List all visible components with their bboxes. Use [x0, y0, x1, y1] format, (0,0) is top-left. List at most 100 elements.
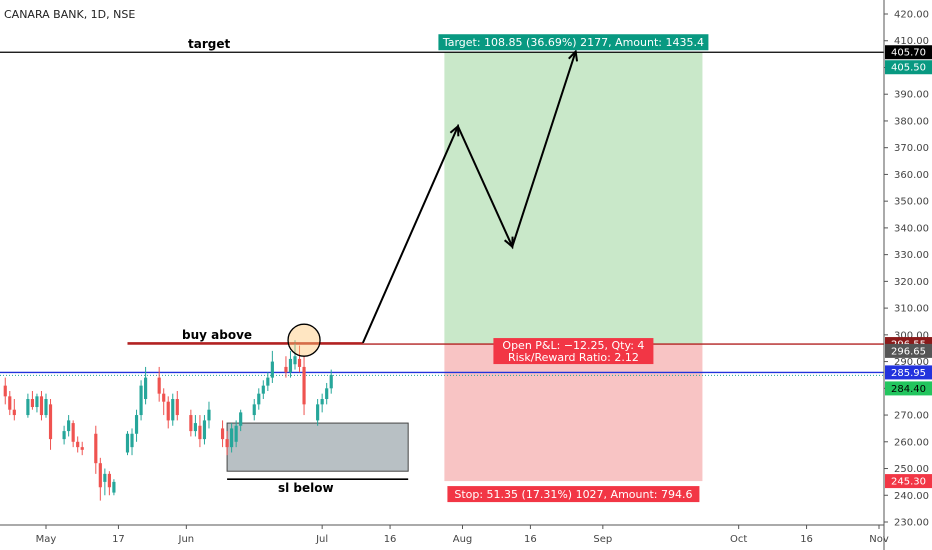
price-tick-label: 420.00 — [894, 10, 929, 21]
candle — [239, 409, 243, 432]
candle-body — [198, 425, 202, 440]
candle-body — [12, 409, 16, 416]
chart-title: CANARA BANK, 1D, NSE — [4, 8, 135, 21]
candlesticks — [3, 340, 333, 501]
candle — [67, 415, 71, 437]
sl-box — [226, 422, 409, 472]
candle-body — [320, 399, 324, 405]
price-tick-label: 340.00 — [894, 223, 929, 234]
candle — [316, 399, 320, 426]
blue-price-tag: 285.95 — [885, 365, 932, 380]
price-tick-label: 380.00 — [894, 116, 929, 127]
candle-body — [252, 404, 256, 416]
candle — [3, 377, 7, 405]
candle-body — [207, 409, 211, 421]
candle — [44, 393, 48, 418]
candle — [189, 409, 193, 437]
candle — [329, 369, 333, 394]
candle — [252, 399, 256, 421]
price-tick-label: 410.00 — [894, 36, 929, 47]
candle — [130, 428, 134, 456]
open-pl-bg — [493, 338, 654, 365]
stop-price-tag-bg — [885, 474, 932, 489]
position-labels: Target: 108.85 (36.69%) 2177, Amount: 14… — [438, 34, 709, 503]
time-tick-label: Aug — [453, 534, 473, 545]
candle-body — [329, 374, 333, 389]
candle — [35, 393, 39, 413]
stop-price-tag: 245.30 — [885, 474, 932, 489]
price-tick-label: 390.00 — [894, 90, 929, 101]
target-info-label-text: Target: 108.85 (36.69%) 2177, Amount: 14… — [442, 36, 704, 49]
candle — [302, 356, 306, 416]
price-tick-label: 250.00 — [894, 464, 929, 475]
candle-body — [98, 463, 102, 488]
position-zones — [226, 52, 703, 482]
candle — [257, 388, 261, 410]
candle-body — [94, 433, 98, 464]
candle-body — [157, 377, 161, 394]
candle — [80, 441, 84, 456]
candle — [71, 420, 75, 448]
price-tick-label: 350.00 — [894, 197, 929, 208]
current-price-tag-bg — [885, 381, 932, 396]
candle-body — [125, 433, 130, 453]
candle — [62, 425, 66, 445]
target-price-tag-bg — [885, 45, 932, 60]
candle-body — [107, 473, 111, 488]
candle-body — [3, 385, 7, 397]
candle-body — [288, 358, 293, 373]
candle-body — [193, 423, 197, 432]
candle-body — [239, 412, 243, 426]
time-tick-label: Oct — [730, 534, 747, 545]
candle-body — [44, 399, 48, 416]
candle — [103, 468, 107, 496]
candle-body — [162, 393, 166, 402]
candle — [234, 420, 238, 448]
candle — [139, 380, 143, 421]
stop-price-tag-text: 245.30 — [891, 477, 926, 488]
candle-body — [257, 393, 261, 405]
projection-path — [361, 51, 577, 344]
candle-body — [8, 396, 12, 410]
candle-body — [166, 401, 170, 421]
candle-body — [30, 399, 35, 408]
target-info-label: Target: 108.85 (36.69%) 2177, Amount: 14… — [438, 34, 709, 51]
candle-body — [234, 425, 238, 442]
highlight-circle — [287, 323, 321, 357]
price-tick-label: 330.00 — [894, 250, 929, 261]
candle-body — [297, 358, 302, 367]
open-price-tag-text: 296.65 — [891, 346, 926, 357]
candle — [270, 350, 274, 383]
candle — [325, 382, 329, 405]
path-arrow-head — [449, 124, 460, 137]
target-level-tag: 405.50 — [885, 60, 932, 75]
drawings: target buy above sl below — [127, 37, 579, 495]
open-pl-text: Open P&L: −12.25, Qty: 4 — [502, 339, 644, 352]
price-axis[interactable]: 230.00240.00250.00260.00270.00280.00290.… — [883, 0, 932, 550]
candle — [26, 393, 30, 418]
candle — [266, 372, 270, 391]
candle-body — [48, 404, 53, 440]
candle — [157, 366, 161, 402]
time-tick-label: 16 — [524, 534, 537, 545]
candle — [134, 409, 139, 442]
candle — [288, 350, 293, 378]
candle — [76, 436, 80, 453]
stop-info-label-text: Stop: 51.35 (17.31%) 1027, Amount: 794.6 — [454, 488, 692, 501]
time-axis[interactable]: May 17 Jun Jul 16 Aug 16 Sep Oct 16 Nov — [0, 524, 889, 545]
candle — [261, 380, 265, 400]
time-tick-label: Sep — [593, 534, 612, 545]
loss-zone — [444, 344, 703, 482]
candle — [39, 390, 44, 421]
time-tick-label: Jul — [315, 534, 328, 545]
open-price-tag-bg — [885, 343, 932, 358]
candle — [171, 393, 175, 426]
target-label: target — [188, 37, 230, 51]
profit-zone — [444, 52, 703, 345]
candle — [202, 415, 207, 445]
target-price-tag-text: 405.70 — [891, 48, 926, 59]
candle-body — [284, 366, 288, 373]
candle — [107, 471, 111, 496]
